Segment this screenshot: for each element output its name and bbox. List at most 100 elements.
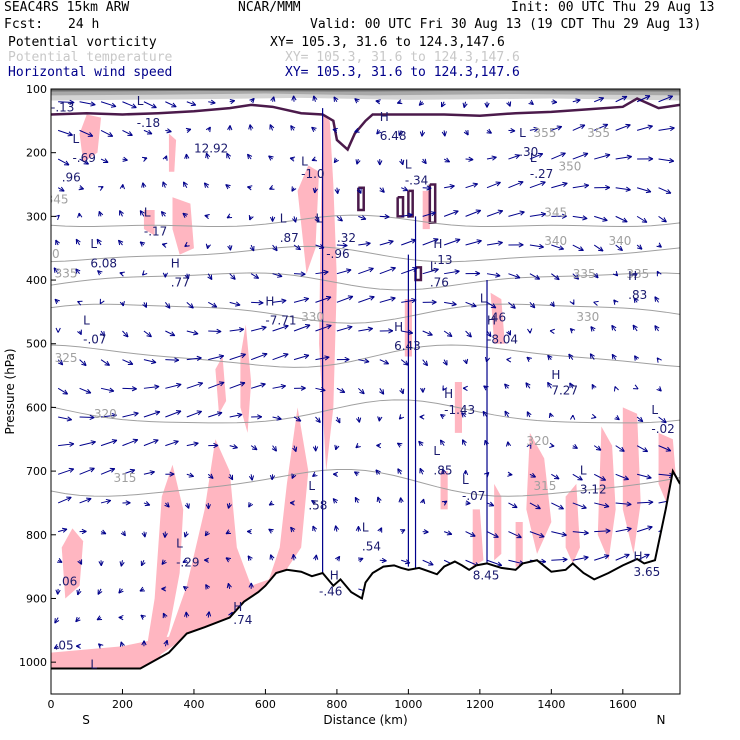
wind-vector-head <box>197 357 202 361</box>
wind-vector-head <box>540 211 546 215</box>
wind-vector-head <box>247 185 253 188</box>
wind-vector-head <box>67 496 72 502</box>
wind-vector <box>529 502 541 510</box>
wind-vector-head <box>358 417 362 423</box>
wind-vector <box>615 528 632 533</box>
wind-vector-head <box>149 470 155 473</box>
wind-vector <box>572 184 589 189</box>
wind-vector-head <box>292 447 297 452</box>
wind-vector-head <box>366 242 371 247</box>
wind-vector <box>508 301 516 309</box>
wind-vector-head <box>541 558 547 563</box>
wind-vector-head <box>422 363 428 367</box>
wind-vector-head <box>164 272 168 278</box>
wind-vector-head <box>624 475 630 480</box>
wind-vector <box>615 95 628 103</box>
x-tick-label: 200 <box>112 698 133 711</box>
wind-vector-head <box>626 186 631 191</box>
wind-vector-head <box>76 589 79 595</box>
wind-vector-head <box>75 268 78 274</box>
wind-vector-head <box>270 96 275 101</box>
wind-vector-head <box>241 382 246 387</box>
wind-vector-head <box>396 99 402 104</box>
wind-vector-head <box>461 412 464 418</box>
wind-vector-head <box>441 468 444 474</box>
wind-vector-head <box>89 417 95 420</box>
wind-vector <box>208 355 224 361</box>
wind-vector-head <box>261 325 267 328</box>
wind-vector-head <box>109 132 114 137</box>
wind-vector-head <box>290 125 292 131</box>
wind-vector-head <box>142 182 147 187</box>
wind-vector-head <box>269 474 273 480</box>
wind-vector-head <box>205 126 211 131</box>
wind-vector-head <box>122 184 125 190</box>
wind-vector-head <box>225 184 229 190</box>
wind-vector-head <box>97 591 103 595</box>
wind-vector-head <box>96 615 101 621</box>
wind-vector-head <box>192 101 197 106</box>
wind-vector <box>58 416 72 421</box>
wind-vector-head <box>348 326 353 331</box>
pv-extremum-label: H <box>634 549 643 563</box>
wind-vector-head <box>596 272 599 279</box>
wind-vector-head <box>659 386 662 392</box>
wind-vector-head <box>85 159 89 165</box>
wind-vector-head <box>337 219 343 222</box>
wind-vector-head <box>291 554 294 560</box>
wind-vector <box>486 210 503 217</box>
wind-vector-head <box>269 184 273 190</box>
theta-label: 335 <box>626 267 649 281</box>
wind-vector-head <box>491 155 497 158</box>
wind-vector-head <box>106 360 110 366</box>
wind-vector-head <box>379 391 384 395</box>
wind-vector-head <box>582 218 588 221</box>
wind-vector-head <box>378 416 383 422</box>
theta-label: 355 <box>587 126 610 140</box>
wind-vector-head <box>54 298 60 302</box>
wind-vector-head <box>504 383 510 387</box>
wind-vector <box>486 502 494 507</box>
wind-vector-head <box>327 324 332 330</box>
wind-vector-head <box>423 531 429 535</box>
wind-vector-head <box>355 445 361 449</box>
wind-vector-head <box>451 304 457 307</box>
wind-vector-head <box>604 124 609 129</box>
wind-vector-head <box>97 643 101 649</box>
wind-vector-head <box>98 211 100 217</box>
wind-vector-head <box>613 299 616 305</box>
wind-vector <box>251 326 267 332</box>
wind-vector-head <box>247 153 253 157</box>
wind-vector-head <box>654 296 660 300</box>
wind-vector-head <box>162 155 167 160</box>
wind-vector-head <box>142 273 148 276</box>
wind-vector <box>186 330 199 335</box>
wind-vector-head <box>228 504 232 509</box>
wind-vector-head <box>228 611 233 616</box>
wind-vector-head <box>281 298 287 301</box>
wind-vector <box>165 383 182 389</box>
wind-vector-head <box>584 184 590 189</box>
wind-vector-head <box>188 273 190 279</box>
wind-vector <box>165 101 177 108</box>
wind-vector-head <box>623 217 628 223</box>
wind-vector-head <box>220 381 225 387</box>
wind-vector-head <box>518 242 524 246</box>
plot-frame <box>50 88 681 695</box>
wind-vector-head <box>253 277 259 279</box>
pv-extremum-label: .76 <box>430 275 449 289</box>
wind-vector-head <box>110 106 117 108</box>
wind-vector <box>250 273 259 279</box>
wind-vector <box>186 442 199 447</box>
wind-vector-head <box>562 531 567 536</box>
wind-vector-head <box>667 189 672 194</box>
wind-vector <box>572 502 587 509</box>
wind-vector-head <box>442 387 448 391</box>
wind-vector <box>207 273 213 280</box>
pv-extremum-label: .74 <box>233 613 252 627</box>
pv-positive-shade <box>143 464 184 666</box>
wind-vector-head <box>444 131 447 137</box>
wind-vector <box>486 156 497 160</box>
wind-vector-head <box>318 417 321 423</box>
wind-vector-head <box>226 583 229 589</box>
